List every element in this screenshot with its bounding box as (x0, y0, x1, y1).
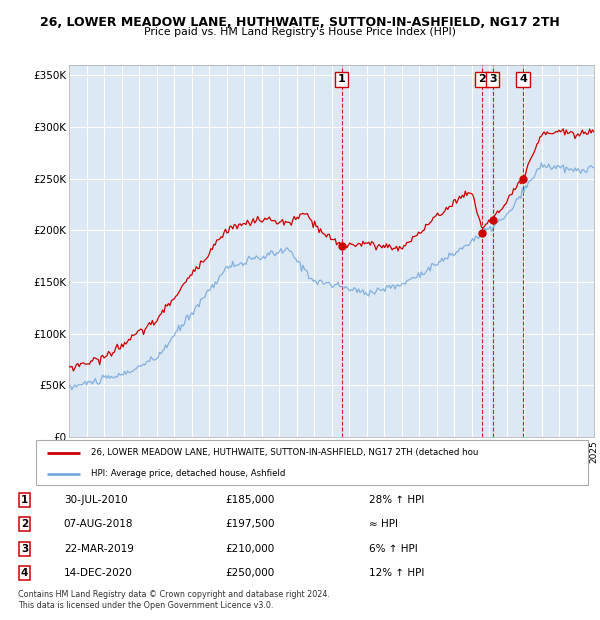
Text: 3: 3 (489, 74, 497, 84)
FancyBboxPatch shape (36, 440, 588, 485)
Text: 12% ↑ HPI: 12% ↑ HPI (369, 568, 424, 578)
Text: ≈ HPI: ≈ HPI (369, 519, 398, 529)
Text: 07-AUG-2018: 07-AUG-2018 (64, 519, 133, 529)
Text: 4: 4 (21, 568, 28, 578)
Text: 26, LOWER MEADOW LANE, HUTHWAITE, SUTTON-IN-ASHFIELD, NG17 2TH (detached hou: 26, LOWER MEADOW LANE, HUTHWAITE, SUTTON… (91, 448, 479, 457)
Text: £197,500: £197,500 (225, 519, 275, 529)
Text: 30-JUL-2010: 30-JUL-2010 (64, 495, 127, 505)
Text: 22-MAR-2019: 22-MAR-2019 (64, 544, 134, 554)
Text: 1: 1 (338, 74, 346, 84)
Text: Contains HM Land Registry data © Crown copyright and database right 2024.
This d: Contains HM Land Registry data © Crown c… (18, 590, 330, 609)
Text: £185,000: £185,000 (225, 495, 274, 505)
Text: 14-DEC-2020: 14-DEC-2020 (64, 568, 133, 578)
Text: 1: 1 (21, 495, 28, 505)
Text: £210,000: £210,000 (225, 544, 274, 554)
Text: 2: 2 (478, 74, 486, 84)
Text: Price paid vs. HM Land Registry's House Price Index (HPI): Price paid vs. HM Land Registry's House … (144, 27, 456, 37)
Text: 2: 2 (21, 519, 28, 529)
Text: 6% ↑ HPI: 6% ↑ HPI (369, 544, 418, 554)
Text: 4: 4 (519, 74, 527, 84)
Text: £250,000: £250,000 (225, 568, 274, 578)
Text: HPI: Average price, detached house, Ashfield: HPI: Average price, detached house, Ashf… (91, 469, 286, 478)
Text: 3: 3 (21, 544, 28, 554)
Text: 26, LOWER MEADOW LANE, HUTHWAITE, SUTTON-IN-ASHFIELD, NG17 2TH: 26, LOWER MEADOW LANE, HUTHWAITE, SUTTON… (40, 16, 560, 29)
Text: 28% ↑ HPI: 28% ↑ HPI (369, 495, 424, 505)
